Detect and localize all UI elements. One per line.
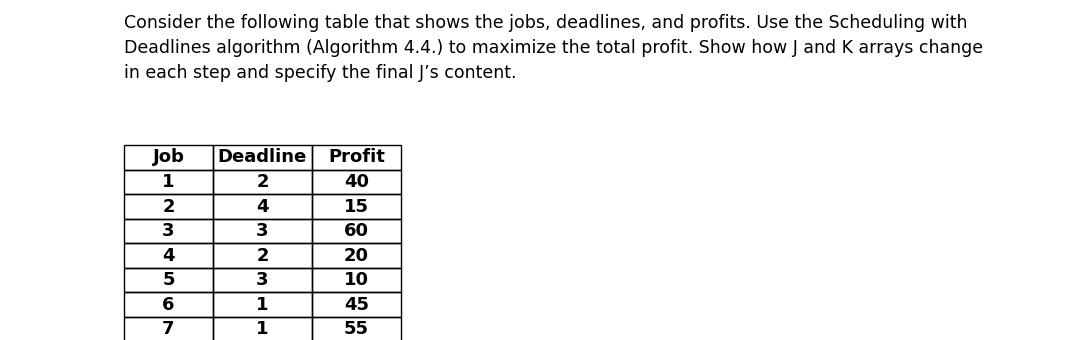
Text: Deadline: Deadline [218, 148, 307, 166]
Bar [124, 243, 213, 268]
Text: 2: 2 [256, 247, 269, 265]
Bar [213, 243, 312, 268]
Text: 4: 4 [256, 198, 269, 216]
Bar [213, 292, 312, 317]
Bar [213, 170, 312, 194]
Text: 3: 3 [256, 271, 269, 289]
Bar [213, 219, 312, 243]
Text: 3: 3 [162, 222, 175, 240]
Bar [312, 194, 401, 219]
Bar [312, 292, 401, 317]
Text: 40: 40 [343, 173, 369, 191]
Text: 2: 2 [162, 198, 175, 216]
Bar [312, 243, 401, 268]
Bar [124, 144, 213, 170]
Text: 20: 20 [343, 247, 369, 265]
Bar [213, 268, 312, 292]
Bar [312, 317, 401, 340]
Bar [124, 170, 213, 194]
Bar [124, 194, 213, 219]
Text: Consider the following table that shows the jobs, deadlines, and profits. Use th: Consider the following table that shows … [124, 14, 983, 82]
Text: 2: 2 [256, 173, 269, 191]
Bar [312, 268, 401, 292]
Text: Job: Job [152, 148, 185, 166]
Bar [124, 317, 213, 340]
Text: 1: 1 [256, 320, 269, 338]
Text: 60: 60 [343, 222, 369, 240]
Bar [213, 144, 312, 170]
Bar [124, 219, 213, 243]
Text: 4: 4 [162, 247, 175, 265]
Text: 1: 1 [162, 173, 175, 191]
Bar [312, 170, 401, 194]
Text: 45: 45 [343, 296, 369, 313]
Bar [312, 144, 401, 170]
Text: 10: 10 [343, 271, 369, 289]
Text: 15: 15 [343, 198, 369, 216]
Bar [124, 268, 213, 292]
Bar [213, 194, 312, 219]
Text: 5: 5 [162, 271, 175, 289]
Text: 6: 6 [162, 296, 175, 313]
Text: 7: 7 [162, 320, 175, 338]
Bar [213, 317, 312, 340]
Text: 55: 55 [343, 320, 369, 338]
Text: 3: 3 [256, 222, 269, 240]
Text: Profit: Profit [328, 148, 384, 166]
Text: 1: 1 [256, 296, 269, 313]
Bar [124, 292, 213, 317]
Bar [312, 219, 401, 243]
